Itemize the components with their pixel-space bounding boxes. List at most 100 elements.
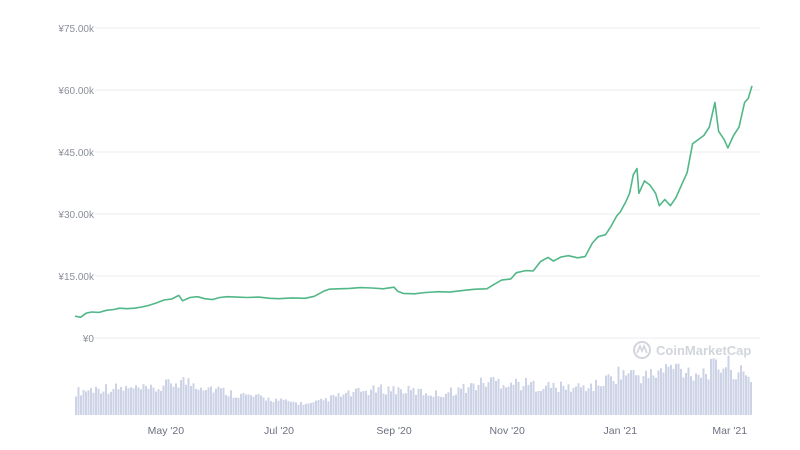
volume-bar [597,385,600,415]
volume-bar [207,387,210,415]
volume-bar [282,399,285,415]
volume-bar [525,377,527,415]
volume-bar [330,395,332,415]
volume-bar [440,396,442,415]
volume-bar [225,394,227,415]
volume-bar [95,386,97,415]
volume-bar [277,400,280,415]
volume-bar [375,392,377,415]
volume-bar [537,390,540,415]
volume-bar [300,402,302,415]
volume-bar [720,372,722,415]
volume-bar [640,383,642,415]
volume-bar [200,387,202,415]
volume-bar [415,394,417,415]
volume-bar [232,397,235,415]
volume-bar [312,402,315,415]
volume-bar [367,395,370,415]
volume-bar [607,374,610,415]
volume-bar [430,395,432,415]
volume-bar [260,395,262,415]
price-line [74,85,753,319]
volume-bar [600,386,602,415]
volume-bar [285,399,287,415]
volume-bar [680,368,682,415]
volume-bar [230,390,232,415]
volume-bar [90,388,92,415]
volume-bar [275,398,277,415]
volume-bar [202,390,205,415]
volume-bar [222,387,225,415]
volume-bar [747,376,750,415]
volume-bar [627,373,630,415]
volume-bar [527,384,530,415]
volume-bar [167,379,170,415]
volume-bar [670,364,672,415]
volume-bar [302,404,305,415]
x-tick-label: May '20 [148,425,185,437]
volume-bar [605,375,607,415]
volume-bar [465,392,467,415]
x-tick-label: Mar '21 [712,425,747,437]
volume-bar [517,381,520,415]
volume-bar [557,391,560,415]
volume-bar [550,387,552,415]
volume-bar [542,388,545,415]
volume-bar [240,393,242,415]
volume-bar [697,374,700,415]
volume-bar [215,388,217,415]
volume-bar [157,389,160,415]
y-tick-label: ¥75.00k [57,24,95,35]
volume-bar [560,381,562,415]
volume-bar [110,391,112,415]
volume-bar [235,397,237,415]
volume-bar [637,375,640,415]
volume-bar [625,375,627,415]
volume-bar [350,396,352,415]
volume-bar [255,394,257,415]
volume-bar [102,391,105,415]
volume-bar [545,385,547,415]
volume-bar [357,387,360,415]
volume-bar [130,387,132,415]
volume-bar [400,389,402,415]
volume-bar [115,383,117,415]
volume-bar [432,396,435,415]
volume-bar [265,400,267,415]
volume-bar [135,385,137,415]
volume-bar [150,384,152,415]
volume-bar [540,390,542,415]
volume-bar [667,366,670,415]
volume-bar [250,395,252,415]
volume-bar [510,382,512,415]
volume-bar [705,373,707,415]
volume-bar [647,378,650,415]
volume-bar [147,388,150,415]
volume-bar [632,370,635,415]
volume-bar [85,391,87,415]
volume-bar [397,387,400,415]
volume-bar [217,386,220,415]
volume-bar [340,396,342,415]
x-tick-label: Jan '21 [604,425,638,437]
volume-bar [87,390,90,415]
volume-bar [615,383,617,415]
volume-bar [515,378,517,415]
volume-bar [660,368,662,415]
volume-bar [295,402,297,415]
volume-bar [710,358,712,415]
volume-bar [687,367,690,415]
volume-bar [307,403,310,415]
volume-bar [565,389,567,415]
volume-bar [227,396,230,415]
volume-bar [585,391,587,415]
volume-bar [320,398,322,415]
volume-bar [280,398,282,415]
volume-bar [702,368,705,415]
volume-bar [105,384,107,415]
watermark-text: CoinMarketCap [656,343,751,358]
volume-bar [652,375,655,415]
volume-bar [112,388,115,415]
volume-bar [742,371,745,415]
